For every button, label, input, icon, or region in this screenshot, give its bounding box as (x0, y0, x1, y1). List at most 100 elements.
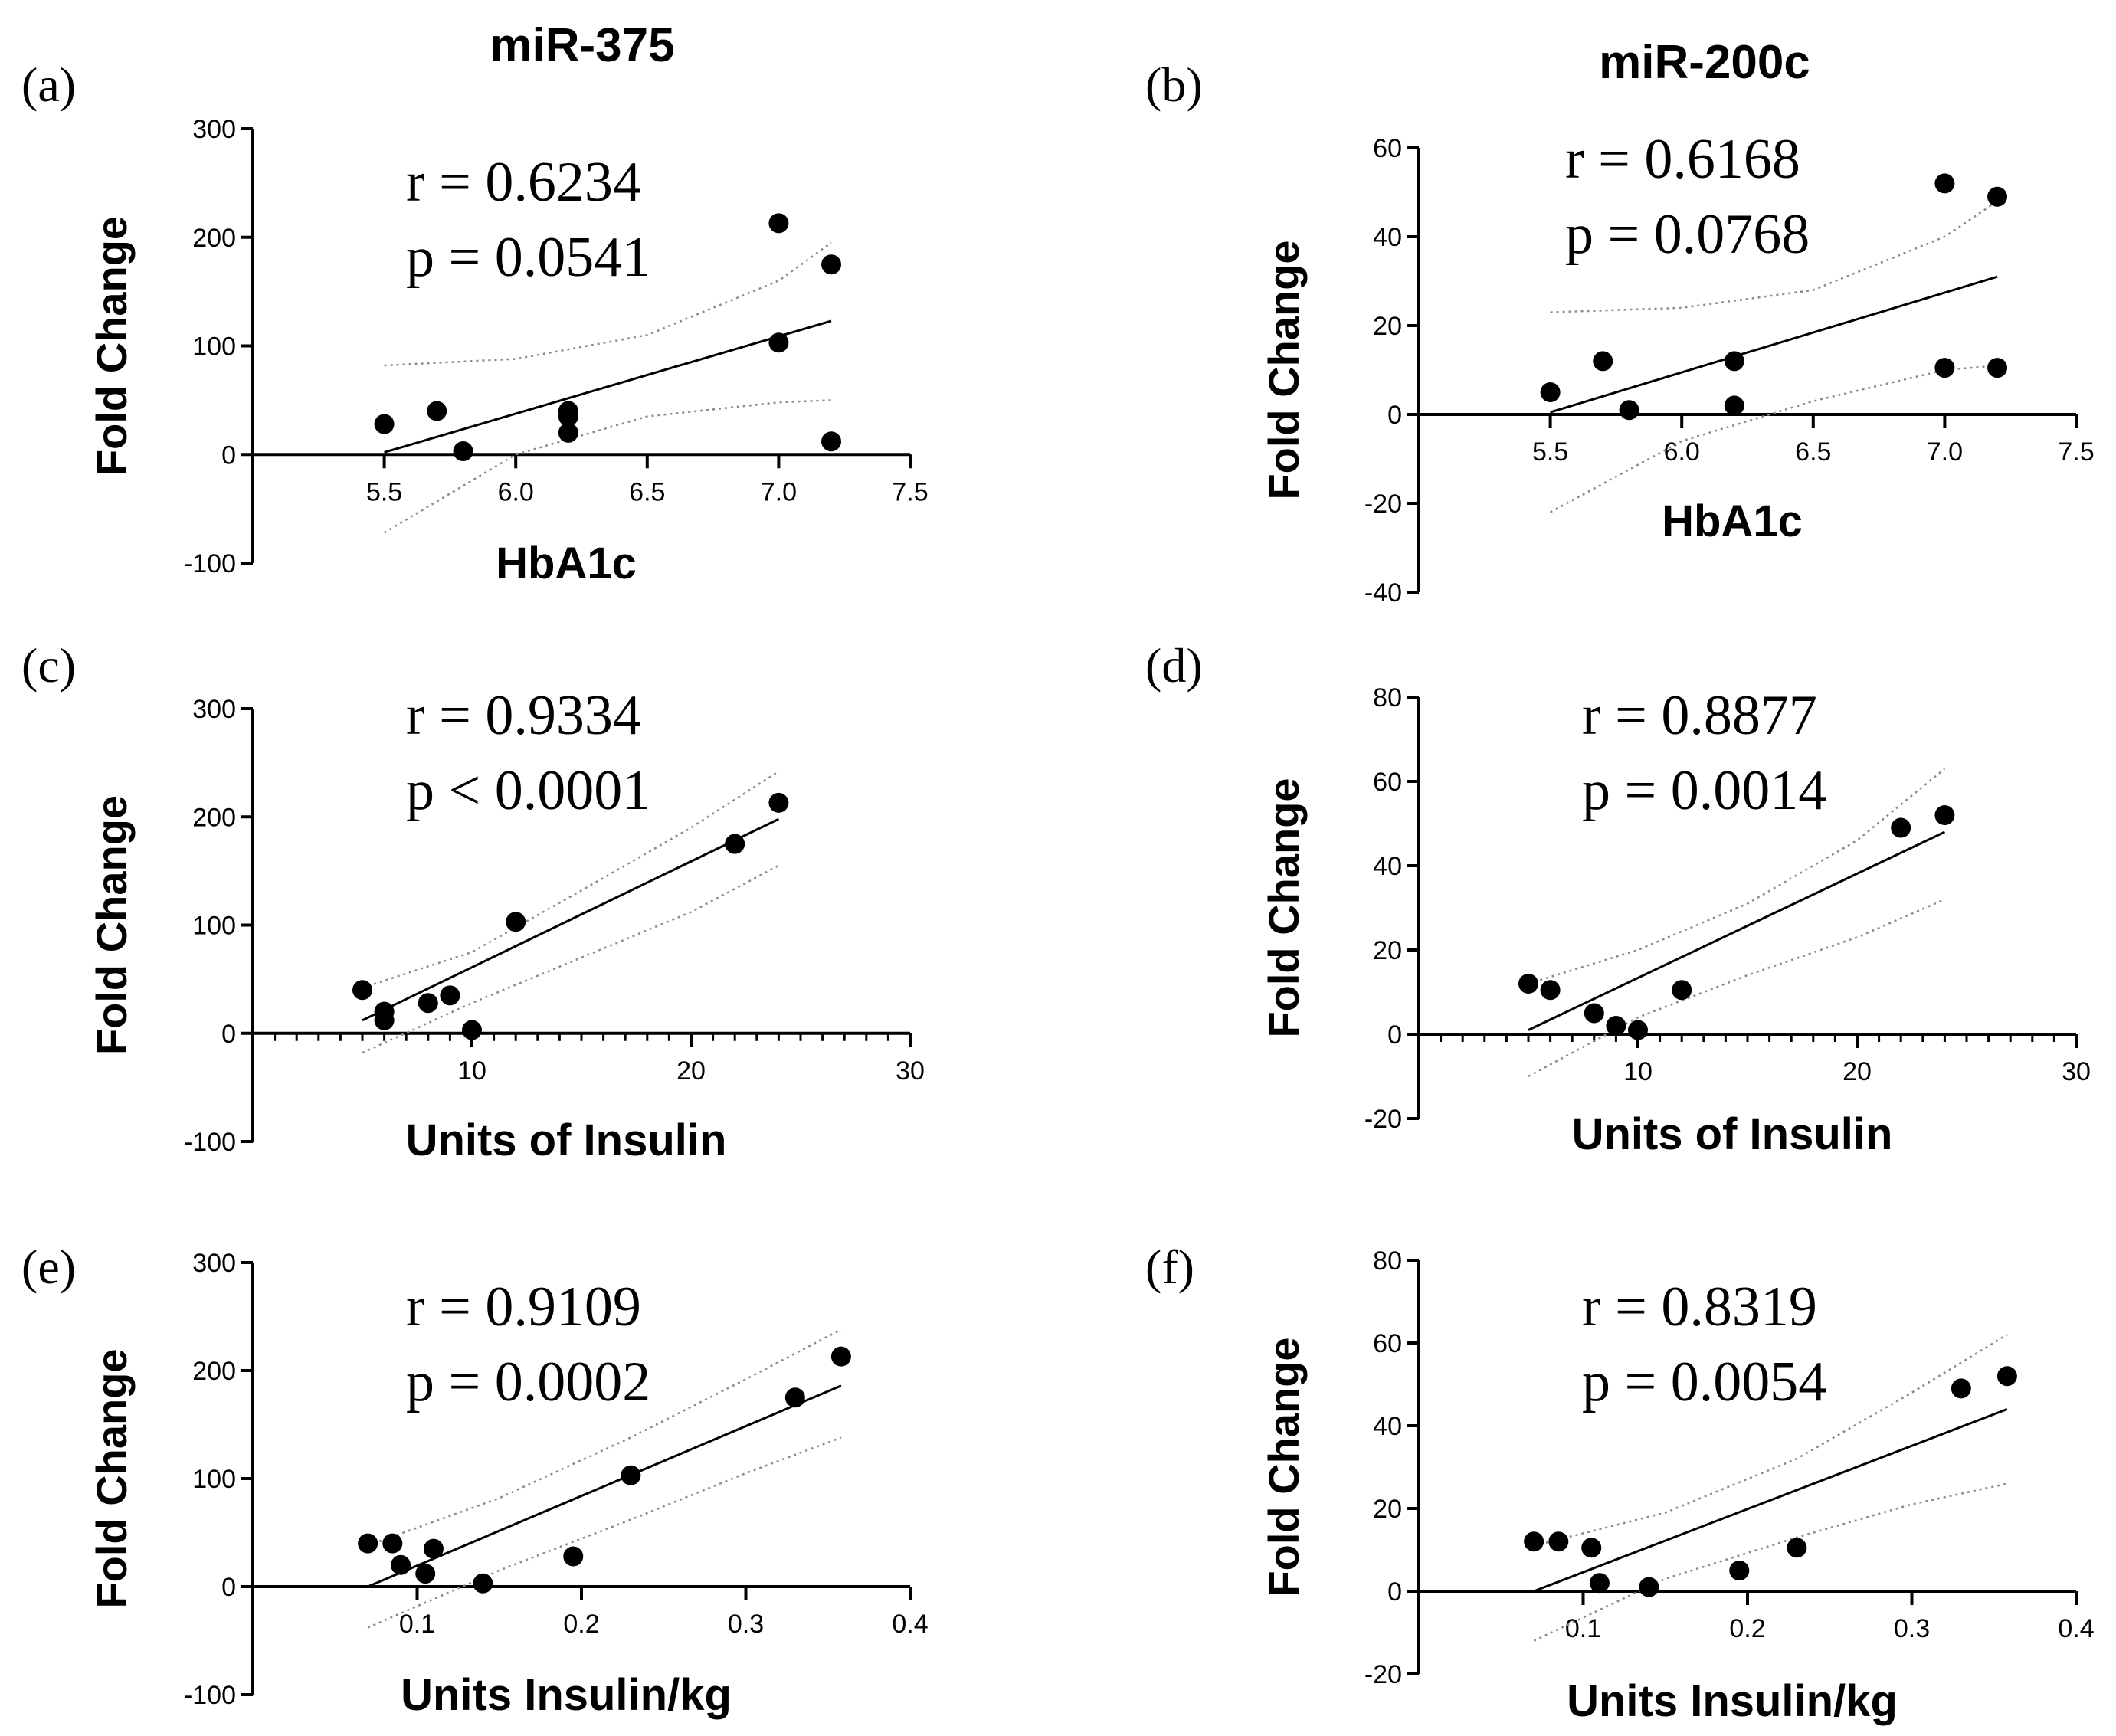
data-point (1581, 1538, 1602, 1558)
x-tick-label: 6.5 (1795, 437, 1831, 467)
data-point (1934, 358, 1955, 378)
data-point (374, 1010, 395, 1030)
x-tick-label: 6.5 (629, 477, 665, 506)
data-point (563, 1546, 584, 1567)
ci-lower-band (1550, 364, 1998, 513)
x-tick-label: 0.2 (563, 1610, 599, 1639)
y-tick-label: 60 (1373, 1329, 1402, 1358)
data-point (830, 1346, 851, 1367)
data-point (1524, 1531, 1544, 1552)
data-point (352, 980, 372, 1001)
data-point (1724, 351, 1744, 372)
data-point (473, 1573, 493, 1594)
data-point (1619, 400, 1639, 421)
y-tick-label: 100 (192, 1465, 236, 1494)
x-tick-label: 7.0 (761, 477, 797, 506)
data-point (1540, 382, 1561, 402)
y-tick-label: 60 (1373, 134, 1402, 163)
p-value-text: p < 0.0001 (406, 759, 650, 822)
ci-upper-band (367, 1328, 842, 1547)
data-point (821, 431, 842, 452)
data-point (1548, 1531, 1569, 1552)
p-value-text: p = 0.0768 (1565, 203, 1810, 266)
x-axis-label: Units of Insulin (1572, 1109, 1893, 1159)
regression-line (1550, 275, 1998, 414)
panel-label-d: (d) (1145, 638, 1203, 693)
r-value-text: r = 0.6168 (1565, 128, 1800, 191)
data-point (1987, 186, 2008, 207)
data-point (768, 792, 789, 813)
data-point (374, 414, 395, 434)
x-axis-label: Units Insulin/kg (401, 1670, 732, 1720)
x-tick-label: 0.1 (1565, 1614, 1601, 1643)
chart-panel-a: (a) -100 0 100 200 300 5.5 6.0 6.5 7.0 7.5 r = 0.62… (21, 57, 929, 588)
y-tick-label: 300 (192, 1249, 236, 1278)
y-tick-label: 20 (1373, 936, 1402, 965)
y-tick-label: 20 (1373, 312, 1402, 341)
x-tick-label: 0.2 (1729, 1614, 1765, 1643)
p-value-text: p = 0.0541 (406, 226, 650, 289)
ci-upper-band (1550, 200, 1998, 313)
chart-panel-b: (b) -40 -20 0 20 40 60 5.5 6.0 6.5 7.0 7.5 r = 0.616… (1145, 57, 2095, 608)
y-axis-label: Fold Change (87, 1348, 136, 1608)
x-tick-label: 5.5 (1532, 437, 1568, 467)
y-tick-label: 200 (192, 224, 236, 253)
chart-panel-d: (d) -20 0 20 40 60 80 10 20 30 r = 0.8877 p = 0.001… (1145, 638, 2091, 1159)
y-tick-label: 40 (1373, 852, 1402, 881)
y-tick-label: 100 (192, 912, 236, 941)
x-tick-label: 0.4 (2058, 1614, 2094, 1643)
y-tick-label: 80 (1373, 683, 1402, 712)
r-value-text: r = 0.6234 (406, 151, 641, 214)
y-tick-label: -100 (184, 549, 236, 578)
y-tick-label: 0 (1387, 1577, 1402, 1607)
ci-upper-band (384, 241, 832, 367)
panel-label-c: (c) (21, 638, 76, 693)
data-point (1724, 395, 1744, 416)
r-value-text: r = 0.8877 (1582, 684, 1817, 747)
data-point (1518, 974, 1538, 994)
r-value-text: r = 0.9334 (406, 684, 641, 747)
x-tick-label: 0.3 (1894, 1614, 1930, 1643)
data-point (621, 1465, 641, 1485)
p-value-text: p = 0.0002 (406, 1351, 650, 1413)
y-tick-label: 40 (1373, 1412, 1402, 1441)
y-tick-label: -40 (1364, 578, 1402, 608)
data-point (423, 1538, 444, 1559)
y-tick-label: -20 (1364, 490, 1402, 519)
y-axis-label: Fold Change (1259, 1337, 1308, 1597)
data-point (1672, 980, 1692, 1001)
x-tick-label: 20 (676, 1056, 706, 1086)
x-tick-label: 7.5 (2058, 437, 2094, 467)
y-tick-label: 0 (221, 441, 236, 470)
data-point (821, 254, 842, 275)
data-point (1628, 1020, 1648, 1040)
data-point (768, 332, 789, 353)
data-point (1996, 1366, 2017, 1387)
y-tick-label: 20 (1373, 1495, 1402, 1524)
data-point (558, 406, 578, 427)
x-tick-label: 6.0 (1664, 437, 1700, 467)
regression-line (384, 319, 832, 454)
regression-line (367, 1384, 842, 1588)
y-axis-label: Fold Change (1259, 778, 1308, 1037)
data-point (462, 1020, 482, 1040)
data-point (768, 213, 789, 234)
data-point (1987, 358, 2008, 378)
y-tick-label: -100 (184, 1128, 236, 1157)
ci-lower-band (1533, 1482, 2008, 1642)
x-tick-label: 7.5 (892, 477, 928, 506)
data-point (1891, 817, 1911, 838)
x-tick-label: 30 (2062, 1057, 2091, 1086)
y-tick-label: 80 (1373, 1246, 1402, 1276)
data-point (1934, 173, 1955, 194)
data-point (427, 401, 447, 421)
column-title-mir-375: miR-375 (490, 19, 674, 72)
y-tick-label: -20 (1364, 1660, 1402, 1689)
y-tick-label: 0 (1387, 401, 1402, 430)
data-point (506, 912, 526, 932)
regression-line (362, 817, 780, 1022)
data-point (1606, 1016, 1626, 1036)
x-tick-label: 10 (1623, 1057, 1653, 1086)
data-point (453, 441, 473, 461)
regression-line (1533, 1408, 2008, 1593)
